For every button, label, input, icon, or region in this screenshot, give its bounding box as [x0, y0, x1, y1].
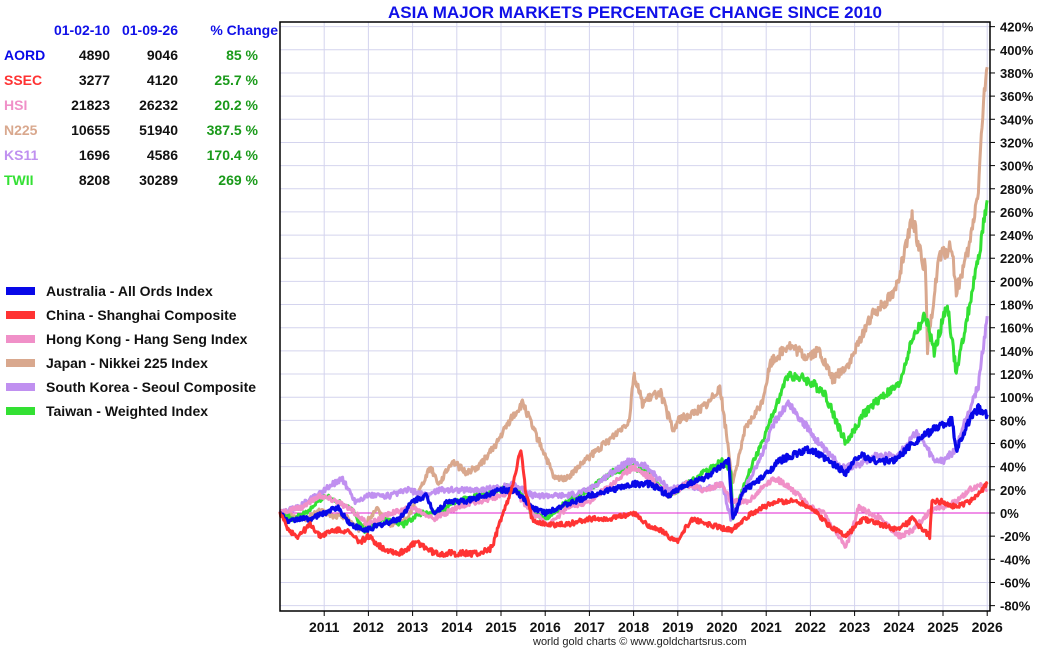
x-tick-label: 2024	[883, 619, 914, 635]
symbol: HSI	[4, 97, 28, 113]
symbol: KS11	[4, 147, 39, 163]
y-tick-label: 340%	[1000, 112, 1034, 127]
series-line-hong	[278, 464, 989, 549]
symbol: AORD	[4, 47, 46, 63]
x-tick-label: 2025	[927, 619, 958, 635]
y-tick-label: 420%	[1000, 20, 1034, 35]
symbol: N225	[4, 122, 38, 138]
y-tick-label: 140%	[1000, 344, 1034, 359]
start-value: 8208	[78, 172, 110, 188]
y-tick-label: 80%	[1000, 413, 1026, 428]
legend-label: Australia - All Ords Index	[46, 283, 213, 299]
x-tick-label: 2012	[353, 619, 384, 635]
y-tick-label: 100%	[1000, 390, 1034, 405]
pct-change: 85 %	[226, 47, 258, 63]
x-tick-label: 2023	[839, 619, 870, 635]
legend-label: South Korea - Seoul Composite	[46, 379, 257, 395]
x-tick-label: 2021	[751, 619, 782, 635]
y-tick-label: 300%	[1000, 159, 1034, 174]
end-value: 51940	[139, 122, 178, 138]
legend-label: China - Shanghai Composite	[46, 307, 237, 323]
y-tick-label: 200%	[1000, 274, 1034, 289]
legend-item: Hong Kong - Hang Seng Index	[6, 327, 256, 351]
end-value: 30289	[139, 172, 178, 188]
x-tick-label: 2020	[706, 619, 737, 635]
y-tick-label: -60%	[1000, 575, 1031, 590]
legend-swatch	[6, 335, 35, 343]
x-tick-label: 2017	[574, 619, 605, 635]
legend-swatch	[6, 383, 35, 391]
end-value: 9046	[146, 47, 178, 63]
x-tick-label: 2016	[530, 619, 561, 635]
y-tick-label: 320%	[1000, 135, 1034, 150]
pct-change: 269 %	[218, 172, 258, 188]
legend-item: Japan - Nikkei 225 Index	[6, 351, 256, 375]
legend-item: China - Shanghai Composite	[6, 303, 256, 327]
y-tick-label: 20%	[1000, 483, 1026, 498]
end-value: 26232	[139, 97, 178, 113]
x-tick-label: 2014	[441, 619, 472, 635]
x-tick-label: 2026	[972, 619, 1003, 635]
x-tick-label: 2018	[618, 619, 649, 635]
x-tick-label: 2022	[795, 619, 826, 635]
end-value: 4586	[146, 147, 178, 163]
chart-title: ASIA MAJOR MARKETS PERCENTAGE CHANGE SIN…	[387, 3, 883, 22]
end-value: 4120	[146, 72, 178, 88]
legend-swatch	[6, 407, 35, 415]
pct-change: 25.7 %	[214, 72, 258, 88]
y-tick-label: 60%	[1000, 437, 1026, 452]
x-tick-label: 2013	[397, 619, 428, 635]
start-value: 3277	[78, 72, 110, 88]
series-line-china	[278, 449, 989, 558]
legend-label: Hong Kong - Hang Seng Index	[46, 331, 248, 347]
pct-change: 387.5 %	[206, 122, 258, 138]
y-tick-label: 280%	[1000, 182, 1034, 197]
x-tick-label: 2019	[662, 619, 693, 635]
legend-swatch	[6, 287, 35, 295]
y-tick-label: 40%	[1000, 460, 1026, 475]
legend-item: South Korea - Seoul Composite	[6, 375, 256, 399]
symbol: SSEC	[4, 72, 43, 88]
header-end-date: 01-09-26	[121, 22, 178, 38]
y-tick-label: -40%	[1000, 552, 1031, 567]
start-value: 10655	[71, 122, 110, 138]
legend-item: Australia - All Ords Index	[6, 279, 256, 303]
y-tick-label: -80%	[1000, 599, 1031, 614]
y-tick-label: 240%	[1000, 228, 1034, 243]
y-tick-label: 380%	[1000, 66, 1034, 81]
legend-item: Taiwan - Weighted Index	[6, 399, 256, 423]
legend-swatch	[6, 359, 35, 367]
y-tick-label: 160%	[1000, 321, 1034, 336]
legend-label: Japan - Nikkei 225 Index	[46, 355, 208, 371]
start-value: 1696	[78, 147, 110, 163]
start-value: 4890	[78, 47, 110, 63]
y-tick-label: 220%	[1000, 251, 1034, 266]
y-tick-label: -20%	[1000, 529, 1031, 544]
x-tick-label: 2011	[309, 619, 340, 635]
series-line-australia	[278, 403, 989, 534]
start-value: 21823	[71, 97, 110, 113]
symbol: TWII	[4, 172, 34, 188]
y-tick-label: 120%	[1000, 367, 1034, 382]
y-tick-label: 360%	[1000, 89, 1034, 104]
x-tick-label: 2015	[485, 619, 516, 635]
pct-change: 170.4 %	[206, 147, 258, 163]
y-tick-label: 180%	[1000, 298, 1034, 313]
legend-swatch	[6, 311, 35, 319]
y-tick-label: 260%	[1000, 205, 1034, 220]
y-tick-label: 400%	[1000, 43, 1034, 58]
credit-text: world gold charts © www.goldchartsrus.co…	[533, 636, 747, 648]
header-start-date: 01-02-10	[53, 22, 110, 38]
header-pct-change: % Change	[210, 22, 278, 38]
y-tick-label: 0%	[1000, 506, 1019, 521]
plot-border	[279, 21, 991, 612]
legend-label: Taiwan - Weighted Index	[46, 403, 209, 419]
pct-change: 20.2 %	[214, 97, 258, 113]
legend: Australia - All Ords Index China - Shangh…	[6, 279, 256, 423]
